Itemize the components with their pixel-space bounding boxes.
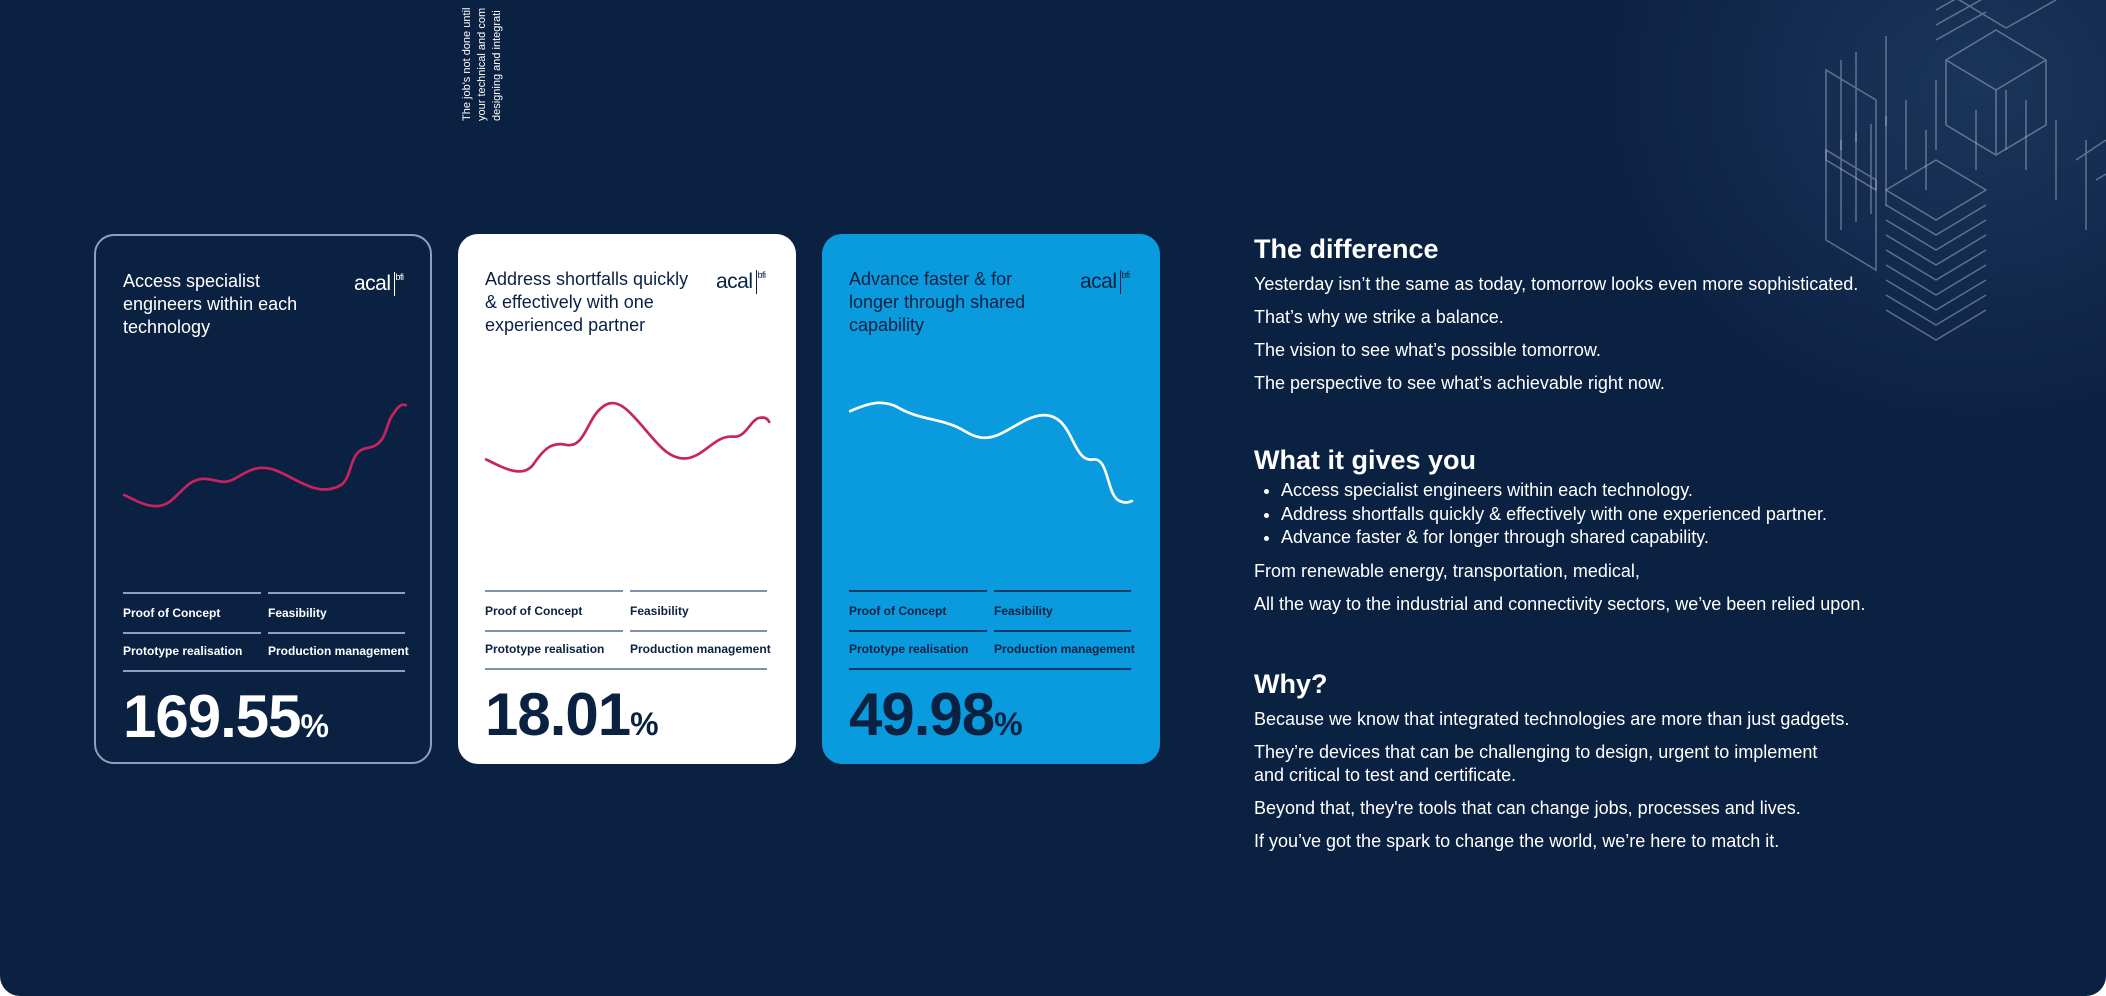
glow [1586,0,2106,440]
stage-label: Proof of Concept [485,604,583,618]
paragraph: The perspective to see what’s achievable… [1254,373,1665,393]
section-heading: Why? [1254,669,1328,699]
section: The difference Yesterday isn’t the same … [1254,232,1874,400]
rule [630,590,767,592]
side-text: The job's not done until your technical … [460,0,505,121]
stage-label: Production management [630,642,771,656]
logo-bar [1119,270,1121,294]
side-line: The job's not done until [461,7,473,121]
stat-value: 169.55 [123,683,302,750]
rule [994,590,1131,592]
card: Advance faster & for longer through shar… [822,234,1160,764]
paragraph: If you’ve got the spark to change the wo… [1254,831,1780,851]
rule [268,632,405,634]
paragraph: That’s why we strike a balance. [1254,307,1504,327]
paragraph: From renewable energy, transportation, m… [1254,560,1640,581]
stage-label: Prototype realisation [485,642,605,656]
bullet-list: Access specialist engineers within each … [1254,479,1874,550]
stage-label: Prototype realisation [123,644,243,658]
side-line: your technical and com [476,7,488,121]
paragraph: Beyond that, they're tools that can chan… [1254,798,1801,818]
paragraph: All the way to the industrial and connec… [1254,593,1866,614]
bullet: Address shortfalls quickly & effectively… [1281,503,1874,527]
stage-label: Production management [268,644,409,658]
paragraph: Because we know that integrated technolo… [1254,709,1850,729]
logo-bar [755,270,757,294]
card-title: Access specialist engineers within each … [123,271,298,337]
bullet: Advance faster & for longer through shar… [1281,526,1874,550]
logo-sub: bfi [395,272,405,282]
rule [123,632,261,634]
rule [630,630,767,632]
sparkline [484,401,771,473]
stat-value: 49.98 [849,681,995,748]
sparkline [848,401,1134,504]
logo-text: acal [354,272,391,295]
stage-label: Proof of Concept [123,606,221,620]
rule [123,592,261,594]
stat-unit: % [994,706,1023,742]
card-title: Address shortfalls quickly & effectively… [485,269,689,335]
side-line: designing and integrati [491,10,503,121]
sparkline-path [122,403,408,508]
stage-label: Feasibility [630,604,689,618]
rule [994,630,1131,632]
bullet: Access specialist engineers within each … [1281,479,1874,503]
stage-label: Prototype realisation [849,642,969,656]
sparkline [122,403,408,508]
section: What it gives you Access specialist engi… [1254,443,1874,621]
logo-sub: bfi [757,270,767,280]
logo-text: acal [1080,270,1117,293]
section-heading: What it gives you [1254,445,1477,475]
logo: acal bfi [716,270,766,294]
logo-text: acal [716,270,753,293]
rule [849,668,1131,670]
card: Access specialist engineers within each … [94,234,432,764]
rule [485,630,623,632]
logo: acal bfi [1080,270,1130,294]
rule [849,590,987,592]
logo-bar [393,272,395,296]
stat: 49.98% [849,682,1023,764]
paragraph: Yesterday isn’t the same as today, tomor… [1254,274,1859,294]
logo: acal bfi [354,272,404,296]
card: Address shortfalls quickly & effectively… [458,234,796,764]
sparkline-path [484,401,771,473]
section-heading: The difference [1254,234,1439,264]
stage-label: Feasibility [994,604,1053,618]
paragraph: The vision to see what’s possible tomorr… [1254,340,1601,360]
rule [485,590,623,592]
stage-label: Production management [994,642,1135,656]
rule [485,668,767,670]
logo-sub: bfi [1121,270,1131,280]
stat-unit: % [300,708,329,744]
rule [123,670,405,672]
stat: 169.55% [123,684,329,766]
paragraph: They’re devices that can be challenging … [1254,742,1818,785]
stat-unit: % [630,706,659,742]
section: Why? Because we know that integrated tec… [1254,667,1874,858]
rule [849,630,987,632]
sparkline-path [848,401,1134,504]
stat: 18.01% [485,682,659,764]
card-title: Advance faster & for longer through shar… [849,269,1026,335]
rule [268,592,405,594]
stage-label: Feasibility [268,606,327,620]
stat-value: 18.01 [485,681,631,748]
stage-label: Proof of Concept [849,604,947,618]
